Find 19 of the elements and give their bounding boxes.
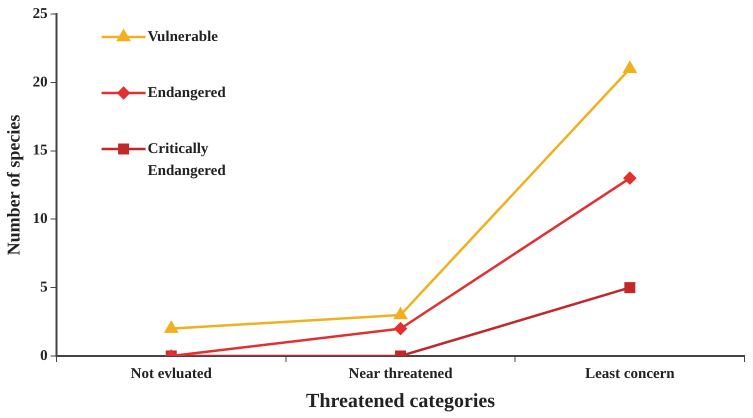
y-tick-label: 15 xyxy=(32,142,48,159)
point xyxy=(623,61,636,73)
y-tick-label: 10 xyxy=(32,211,48,228)
point xyxy=(394,322,407,335)
legend-label: Endangered xyxy=(148,84,226,101)
point xyxy=(394,308,407,320)
y-axis-title: Number of species xyxy=(3,114,24,256)
legend-label: Critically Endangered xyxy=(148,140,226,179)
legend-label: Vulnerable xyxy=(148,28,218,45)
y-tick-label: 5 xyxy=(40,279,48,296)
point xyxy=(164,321,178,333)
y-tick-label: 25 xyxy=(32,6,48,22)
y-tick-label: 0 xyxy=(40,348,48,364)
x-tick-label: Least concern xyxy=(585,366,676,382)
point xyxy=(624,172,636,184)
x-tick-label: Near threatened xyxy=(348,366,454,382)
y-tick-label: 20 xyxy=(32,74,48,90)
x-tick-label: Not evluated xyxy=(130,366,213,382)
x-axis-title: Threatened categories xyxy=(306,390,496,412)
